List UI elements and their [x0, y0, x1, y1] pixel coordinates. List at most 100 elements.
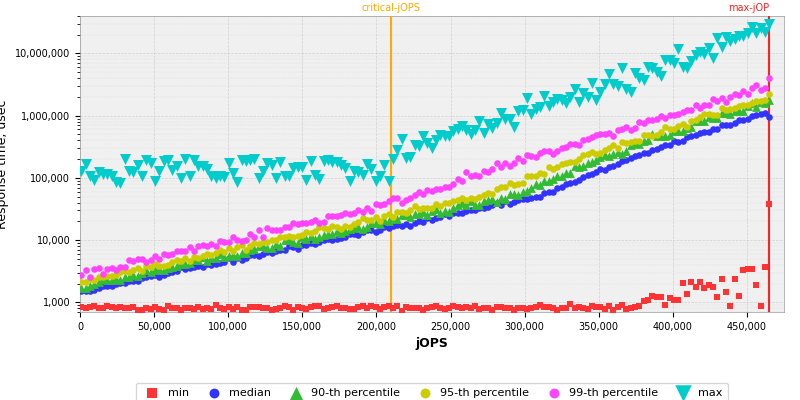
min	[266, 306, 278, 313]
median	[304, 240, 317, 246]
median	[261, 249, 274, 255]
99-th percentile	[106, 265, 118, 272]
min	[226, 306, 239, 312]
95-th percentile	[590, 151, 602, 157]
max	[369, 178, 382, 184]
95-th percentile	[114, 268, 127, 275]
99-th percentile	[417, 190, 430, 197]
max	[261, 160, 274, 167]
90-th percentile	[322, 231, 334, 237]
median	[326, 237, 338, 244]
max	[413, 142, 426, 149]
99-th percentile	[399, 197, 412, 204]
90-th percentile	[114, 277, 127, 283]
max	[417, 133, 430, 140]
95-th percentile	[681, 124, 694, 130]
99-th percentile	[110, 266, 122, 273]
max	[226, 169, 239, 176]
min	[318, 306, 330, 312]
90-th percentile	[642, 137, 654, 143]
90-th percentile	[369, 220, 382, 227]
90-th percentile	[257, 243, 270, 250]
median	[668, 137, 681, 144]
99-th percentile	[698, 102, 710, 109]
max	[174, 175, 187, 181]
90-th percentile	[248, 246, 261, 252]
95-th percentile	[706, 112, 719, 118]
95-th percentile	[672, 122, 685, 129]
median	[114, 280, 127, 286]
min	[343, 306, 356, 312]
min	[512, 305, 525, 312]
max	[598, 80, 611, 87]
median	[88, 287, 101, 294]
min	[559, 304, 572, 311]
min	[499, 304, 512, 311]
90-th percentile	[140, 267, 153, 274]
90-th percentile	[106, 277, 118, 284]
95-th percentile	[347, 220, 360, 227]
99-th percentile	[434, 186, 447, 193]
median	[598, 166, 611, 173]
median	[352, 232, 365, 238]
median	[426, 217, 438, 223]
max	[559, 100, 572, 106]
99-th percentile	[253, 226, 266, 233]
90-th percentile	[158, 266, 170, 273]
95-th percentile	[451, 197, 464, 204]
min	[676, 280, 689, 287]
median	[724, 121, 737, 128]
99-th percentile	[291, 221, 304, 228]
median	[586, 171, 598, 178]
90-th percentile	[646, 131, 659, 137]
max	[253, 174, 266, 181]
max	[266, 162, 278, 168]
median	[542, 189, 555, 196]
95-th percentile	[322, 226, 334, 232]
median	[611, 161, 624, 167]
max	[758, 29, 771, 35]
95-th percentile	[490, 186, 503, 192]
median	[399, 221, 412, 227]
95-th percentile	[239, 247, 252, 253]
min	[642, 297, 654, 303]
max	[663, 56, 676, 63]
95-th percentile	[577, 152, 590, 158]
min	[715, 276, 728, 282]
99-th percentile	[361, 204, 374, 211]
max	[426, 145, 438, 152]
90-th percentile	[88, 281, 101, 287]
99-th percentile	[685, 107, 698, 113]
max	[88, 176, 101, 183]
median	[196, 263, 209, 270]
min	[153, 306, 166, 312]
95-th percentile	[356, 215, 369, 222]
99-th percentile	[209, 243, 222, 250]
95-th percentile	[361, 216, 374, 223]
median	[187, 264, 200, 270]
median	[291, 245, 304, 252]
min	[521, 306, 534, 312]
max	[754, 25, 767, 31]
95-th percentile	[92, 274, 105, 280]
min	[386, 304, 399, 311]
95-th percentile	[690, 117, 702, 124]
median	[521, 196, 534, 202]
99-th percentile	[586, 134, 598, 140]
90-th percentile	[426, 208, 438, 214]
95-th percentile	[408, 203, 421, 210]
min	[278, 303, 291, 310]
min	[404, 304, 417, 311]
95-th percentile	[494, 184, 507, 190]
95-th percentile	[330, 224, 343, 230]
90-th percentile	[456, 200, 469, 206]
95-th percentile	[127, 267, 140, 273]
90-th percentile	[663, 132, 676, 139]
median	[209, 260, 222, 267]
max	[676, 64, 689, 70]
99-th percentile	[239, 237, 252, 243]
max	[196, 163, 209, 170]
95-th percentile	[261, 239, 274, 246]
90-th percentile	[706, 115, 719, 121]
95-th percentile	[611, 145, 624, 152]
